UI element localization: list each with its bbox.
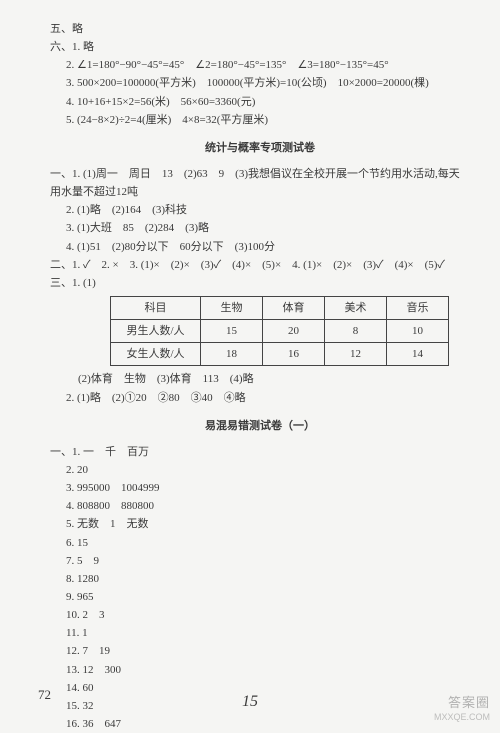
s1-l4: 4. (1)51 (2)80分以下 60分以下 (3)100分 — [50, 238, 470, 256]
th-3: 美术 — [325, 296, 387, 319]
td: 12 — [325, 343, 387, 366]
line-6-5: 5. (24−8×2)÷2=4(厘米) 4×8=32(平方厘米) — [50, 111, 470, 129]
td: 18 — [201, 343, 263, 366]
table-row: 男生人数/人 15 20 8 10 — [111, 320, 449, 343]
list-item: 6. 15 — [50, 534, 470, 552]
line-6-2: 2. ∠1=180°−90°−45°=45° ∠2=180°−45°=135° … — [50, 56, 470, 74]
th-2: 体育 — [263, 296, 325, 319]
list-item: 16. 36 647 — [50, 715, 470, 733]
list-item: 5. 无数 1 无数 — [50, 515, 470, 533]
list-item: 12. 7 19 — [50, 642, 470, 660]
td: 14 — [387, 343, 449, 366]
page-number: 72 — [38, 684, 51, 705]
table-header-row: 科目 生物 体育 美术 音乐 — [111, 296, 449, 319]
th-4: 音乐 — [387, 296, 449, 319]
line-6-3: 3. 500×200=100000(平方米) 100000(平方米)=10(公顷… — [50, 74, 470, 92]
s1-l6: 三、1. (1) — [50, 274, 470, 292]
td: 8 — [325, 320, 387, 343]
s1b-l7: (2)体育 生物 (3)体育 113 (4)略 — [50, 370, 470, 388]
list-item: 10. 2 3 — [50, 606, 470, 624]
s1-l3: 3. (1)大班 85 (2)284 (3)略 — [50, 219, 470, 237]
line-6-4: 4. 10+16+15×2=56(米) 56×60=3360(元) — [50, 93, 470, 111]
th-1: 生物 — [201, 296, 263, 319]
th-0: 科目 — [111, 296, 201, 319]
list-item: 15. 32 — [50, 697, 470, 715]
handwritten-number: 15 — [242, 689, 258, 715]
s1-l2: 2. (1)略 (2)164 (3)科技 — [50, 201, 470, 219]
td: 10 — [387, 320, 449, 343]
list-item: 3. 995000 1004999 — [50, 479, 470, 497]
s1-l5: 二、1. ✓ 2. × 3. (1)× (2)× (3)✓ (4)× (5)× … — [50, 256, 470, 274]
td: 男生人数/人 — [111, 320, 201, 343]
td: 女生人数/人 — [111, 343, 201, 366]
td: 15 — [201, 320, 263, 343]
list-item: 7. 5 9 — [50, 552, 470, 570]
td: 16 — [263, 343, 325, 366]
list-item: 8. 1280 — [50, 570, 470, 588]
s1-l1: 一、1. (1)周一 周日 13 (2)63 9 (3)我想倡议在全校开展一个节… — [50, 165, 470, 201]
section-title-1: 统计与概率专项测试卷 — [50, 139, 470, 157]
list-item: 11. 1 — [50, 624, 470, 642]
list-item: 4. 808800 880800 — [50, 497, 470, 515]
table-row: 女生人数/人 18 16 12 14 — [111, 343, 449, 366]
list-item: 9. 965 — [50, 588, 470, 606]
list-item: 13. 12 300 — [50, 661, 470, 679]
list-item: 2. 20 — [50, 461, 470, 479]
s1b-l8: 2. (1)略 (2)①20 ②80 ③40 ④略 — [50, 389, 470, 407]
line-6-1: 六、1. 略 — [50, 38, 470, 56]
data-table: 科目 生物 体育 美术 音乐 男生人数/人 15 20 8 10 女生人数/人 … — [110, 296, 449, 366]
list-item: 14. 60 — [50, 679, 470, 697]
line-5: 五、略 — [50, 20, 470, 38]
section-title-2: 易混易错测试卷（一） — [50, 417, 470, 435]
td: 20 — [263, 320, 325, 343]
s2-head: 一、1. 一 千 百万 — [50, 443, 470, 461]
